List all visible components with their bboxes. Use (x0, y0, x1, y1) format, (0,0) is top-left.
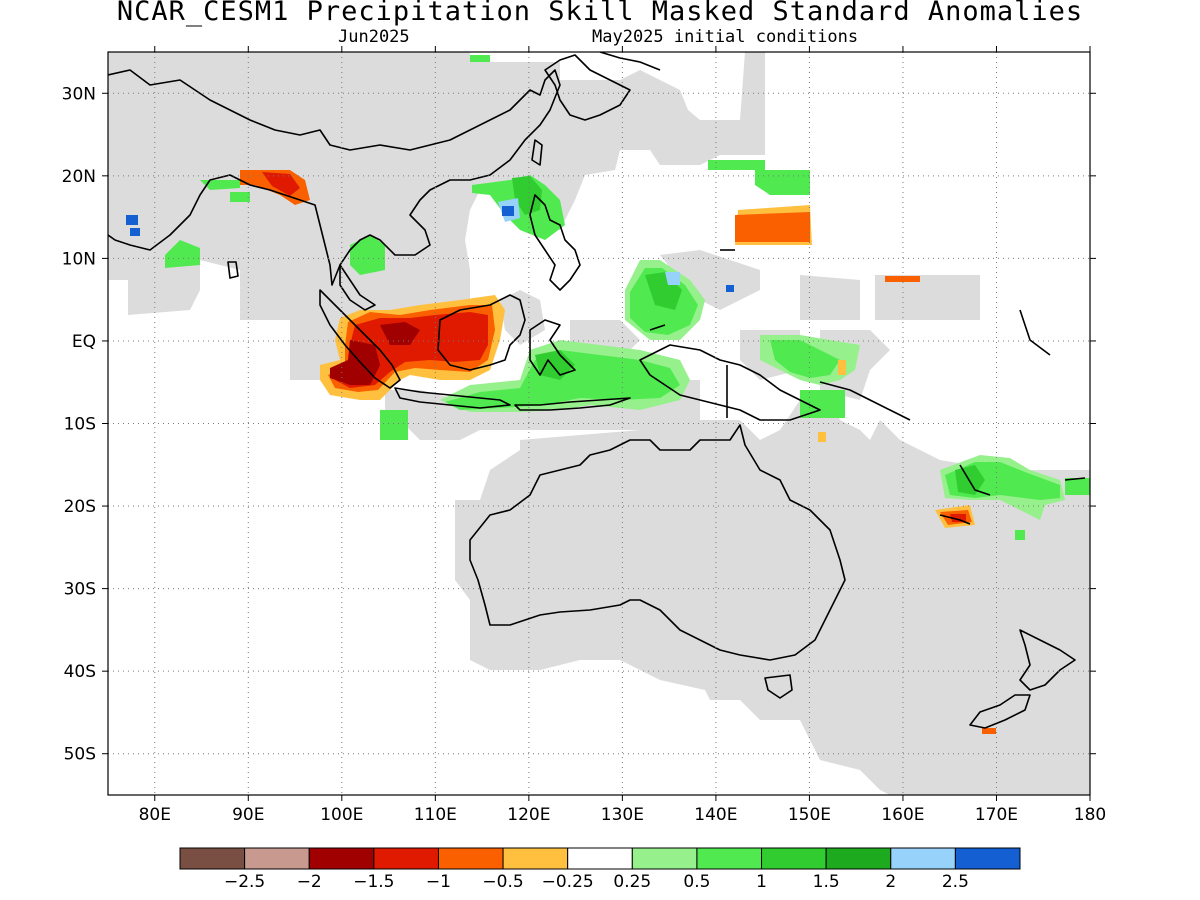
colorbar-label: −2.5 (224, 872, 265, 892)
lat-label: 50S (64, 745, 96, 765)
colorbar-swatch (631, 847, 698, 870)
colorbar-swatch (308, 847, 375, 870)
map-title: NCAR_CESM1 Precipitation Skill Masked St… (116, 0, 1084, 27)
colorbar-swatch (954, 847, 1021, 870)
lon-label: 150E (788, 805, 831, 825)
lat-label: 40S (64, 662, 96, 682)
colorbar-swatch (890, 847, 956, 870)
lat-label: 10S (64, 415, 96, 435)
colorbar-swatch (567, 847, 633, 870)
colorbar-label: 0.5 (683, 872, 710, 892)
latitude-axis: 30N 20N 10N EQ 10S 20S 30S 40S 50S (62, 84, 1096, 765)
colorbar-label: 2 (885, 872, 896, 892)
colorbar-swatch (179, 847, 246, 870)
coastlines (108, 52, 1086, 729)
lon-label: 130E (601, 805, 644, 825)
lat-label: 30S (64, 580, 96, 600)
lat-label: 30N (62, 84, 96, 104)
colorbar-label: 1.5 (813, 872, 840, 892)
lon-label: 120E (507, 805, 550, 825)
colorbar-label: 1 (756, 872, 767, 892)
colorbar-label: −0.5 (482, 872, 523, 892)
colorbar-swatch (244, 847, 310, 870)
lon-label: 180 (1074, 805, 1106, 825)
lon-label: 90E (232, 805, 264, 825)
anomaly-patches (126, 55, 1090, 734)
lon-label: 100E (320, 805, 363, 825)
colorbar-swatch (373, 847, 439, 870)
colorbar-swatch (761, 847, 827, 870)
target-month: Jun2025 (338, 27, 410, 47)
initial-conditions: May2025 initial conditions (592, 27, 859, 47)
plot-area (108, 52, 1090, 795)
lon-label: 110E (414, 805, 457, 825)
lat-label: 20N (62, 167, 96, 187)
colorbar-swatch (825, 847, 892, 870)
lon-label: 160E (881, 805, 924, 825)
colorbar-swatch (437, 847, 504, 870)
colorbar-label: 0.25 (613, 872, 651, 892)
colorbar: −2.5 −2 −1.5 −1 −0.5 −0.25 0.25 0.5 1 1.5 2 2.5 (179, 847, 1021, 892)
lon-label: 170E (975, 805, 1018, 825)
lon-label: 140E (694, 805, 737, 825)
colorbar-label: −0.25 (542, 872, 594, 892)
lon-label: 80E (139, 805, 171, 825)
lat-label: EQ (72, 332, 96, 352)
longitude-axis: 80E 90E 100E 110E 120E 130E 140E 150E 160E 170E 18… (139, 46, 1106, 825)
colorbar-label: −2 (297, 872, 322, 892)
colorbar-swatch (502, 847, 569, 870)
lat-label: 10N (62, 249, 96, 269)
colorbar-label: 2.5 (942, 872, 969, 892)
colorbar-label: −1 (426, 872, 451, 892)
lat-lon-grid (108, 52, 1090, 795)
skill-mask (108, 52, 1090, 795)
lat-label: 20S (64, 497, 96, 517)
colorbar-label: −1.5 (353, 872, 394, 892)
colorbar-swatch (696, 847, 763, 870)
